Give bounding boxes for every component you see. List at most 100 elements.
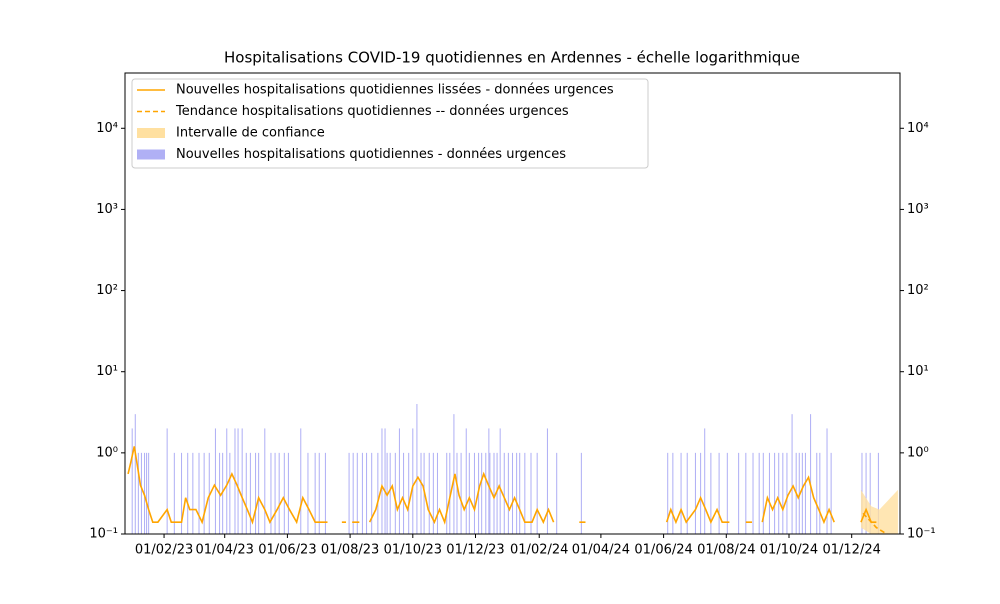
- y-tick-label: 10²: [96, 283, 118, 298]
- bar: [377, 452, 379, 534]
- bar: [446, 452, 448, 534]
- legend-label: Nouvelles hospitalisations quotidiennes …: [176, 147, 566, 162]
- bar: [774, 452, 776, 534]
- bar: [166, 428, 168, 534]
- bar: [241, 428, 243, 534]
- bar: [148, 452, 150, 534]
- bar: [255, 452, 257, 534]
- bar: [524, 452, 526, 534]
- bar: [718, 452, 720, 534]
- x-tick-label: 01/02/24: [510, 543, 568, 558]
- bar: [485, 452, 487, 534]
- bar: [371, 452, 373, 534]
- bar: [352, 452, 354, 534]
- bar: [134, 414, 136, 534]
- bar: [137, 452, 139, 534]
- bar: [768, 452, 770, 534]
- bar: [762, 452, 764, 534]
- bar: [810, 414, 812, 534]
- bar: [667, 452, 669, 534]
- bar: [229, 452, 231, 534]
- bar: [192, 452, 194, 534]
- legend-label: Nouvelles hospitalisations quotidiennes …: [176, 83, 614, 98]
- bar: [264, 428, 266, 534]
- bar: [465, 428, 467, 534]
- bar: [449, 452, 451, 534]
- bar: [791, 414, 793, 534]
- smoothed-line: [127, 446, 877, 525]
- bar: [819, 452, 821, 534]
- bar: [237, 428, 239, 534]
- bar: [738, 452, 740, 534]
- bar: [361, 452, 363, 534]
- bar: [556, 452, 558, 534]
- bar: [203, 452, 205, 534]
- x-tick-label: 01/12/23: [446, 543, 504, 558]
- bar: [516, 452, 518, 534]
- bar: [314, 452, 316, 534]
- y-tick-label: 10⁴: [96, 121, 118, 136]
- bar: [384, 428, 386, 534]
- bar: [356, 452, 358, 534]
- bar: [710, 452, 712, 534]
- legend-box: [131, 78, 649, 169]
- bar: [503, 452, 505, 534]
- bar: [366, 452, 368, 534]
- bar: [226, 428, 228, 534]
- bar: [511, 452, 514, 534]
- bar: [198, 452, 200, 534]
- plot-area: [127, 404, 898, 534]
- bar: [488, 428, 490, 534]
- legend-label: Tendance hospitalisations quotidiennes -…: [175, 104, 569, 119]
- bar: [258, 452, 260, 534]
- chart-title: Hospitalisations COVID-19 quotidiennes e…: [224, 49, 800, 67]
- bar: [187, 452, 189, 534]
- bar: [274, 452, 276, 534]
- trend-line: [862, 512, 889, 534]
- bar: [801, 452, 803, 534]
- bar: [473, 452, 475, 534]
- confidence-band: [860, 489, 898, 534]
- bar: [758, 452, 760, 534]
- bar: [381, 428, 383, 534]
- bar: [519, 452, 521, 534]
- bar: [208, 452, 210, 534]
- bar: [408, 452, 410, 534]
- y-tick-label-right: 10⁰: [907, 445, 929, 460]
- y-tick-label-right: 10²: [907, 283, 929, 298]
- bar: [830, 452, 832, 534]
- bar: [173, 452, 175, 534]
- legend-swatch: [137, 149, 165, 160]
- bar: [348, 452, 350, 534]
- bar: [804, 452, 806, 534]
- bar: [700, 452, 702, 534]
- bar: [287, 452, 289, 534]
- x-tick-label: 01/08/23: [321, 543, 379, 558]
- y-tick-label-right: 10⁻¹: [907, 527, 936, 542]
- x-tick-label: 01/02/23: [135, 543, 193, 558]
- bar: [453, 414, 455, 534]
- bar: [131, 428, 133, 534]
- bar: [214, 428, 216, 534]
- bar: [496, 452, 498, 534]
- bar: [278, 452, 280, 534]
- bar: [499, 428, 501, 534]
- bar: [386, 452, 388, 534]
- bar: [694, 452, 696, 534]
- bar: [420, 452, 422, 534]
- bar: [249, 452, 251, 534]
- bar: [865, 452, 867, 534]
- bar: [826, 428, 828, 534]
- bar: [869, 452, 871, 534]
- y-tick-label-right: 10⁴: [907, 121, 929, 136]
- bar: [507, 452, 509, 534]
- bar: [428, 452, 430, 534]
- bar: [403, 452, 405, 534]
- x-tick-label: 01/04/23: [196, 543, 254, 558]
- bar: [456, 452, 458, 534]
- axes: 01/02/23 01/04/23 01/06/23 01/08/23 01/10/23…: [89, 121, 935, 558]
- bar: [752, 452, 754, 534]
- x-tick-label: 01/10/23: [384, 543, 442, 558]
- x-tick-label: 01/06/23: [258, 543, 316, 558]
